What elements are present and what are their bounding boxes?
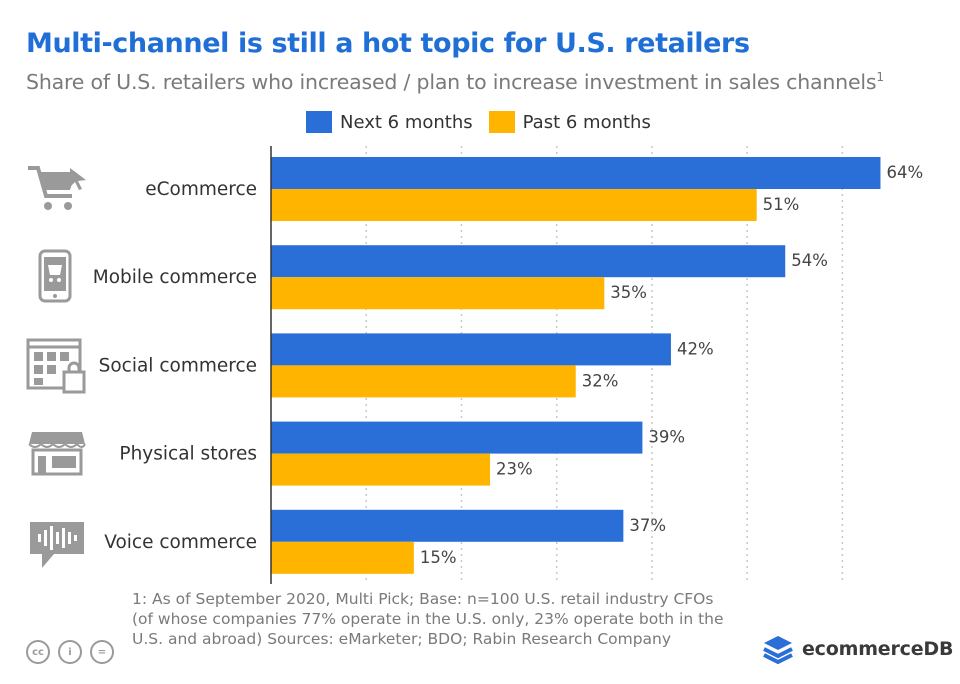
legend-label-past: Past 6 months	[522, 111, 651, 133]
brand-name: ecommerceDB	[802, 638, 954, 660]
legend-label-next: Next 6 months	[340, 111, 473, 133]
category-label: Voice commerce	[104, 532, 257, 553]
legend: Next 6 months Past 6 months	[306, 111, 667, 133]
chart-subtitle: Share of U.S. retailers who increased / …	[26, 70, 884, 94]
bar	[271, 189, 757, 221]
voice-bubble-icon	[30, 522, 84, 568]
category-label: Social commerce	[99, 355, 257, 376]
legend-swatch-past	[488, 111, 515, 133]
data-label: 54%	[791, 251, 828, 270]
data-label: 51%	[763, 195, 800, 214]
data-label: 39%	[648, 428, 685, 447]
attribution-icon[interactable]: i	[58, 640, 82, 664]
bar	[271, 421, 643, 454]
license-icons: cc i =	[26, 640, 122, 664]
footnote: 1: As of September 2020, Multi Pick; Bas…	[132, 590, 724, 648]
data-label: 23%	[496, 460, 533, 479]
shopping-cart-icon	[28, 166, 86, 210]
bar	[271, 245, 786, 278]
creative-commons-icon[interactable]: cc	[26, 640, 50, 664]
data-label: 37%	[629, 516, 666, 535]
bar	[271, 541, 414, 574]
category-label: Mobile commerce	[93, 267, 257, 288]
legend-item-next: Next 6 months	[306, 111, 473, 133]
no-derivatives-icon[interactable]: =	[90, 640, 114, 664]
data-label: 42%	[677, 339, 714, 358]
subtitle-text: Share of U.S. retailers who increased / …	[26, 70, 877, 94]
subtitle-footnote-marker: 1	[876, 70, 884, 85]
category-label: eCommerce	[145, 179, 257, 200]
bar	[271, 157, 881, 189]
legend-swatch-next	[306, 111, 332, 133]
bar	[271, 453, 491, 486]
bar	[271, 365, 576, 398]
data-label: 15%	[420, 548, 457, 567]
bar	[271, 277, 605, 310]
storefront-icon	[28, 432, 86, 476]
brand-logo[interactable]: ecommerceDB	[762, 634, 953, 664]
bar	[271, 333, 671, 366]
data-label: 35%	[610, 283, 647, 302]
data-label: 64%	[886, 163, 923, 182]
legend-item-past: Past 6 months	[488, 111, 651, 133]
category-label: Physical stores	[119, 444, 257, 465]
social-grid-icon	[26, 338, 86, 394]
bar	[271, 509, 624, 542]
mobile-phone-icon	[38, 249, 72, 303]
data-label: 32%	[582, 371, 619, 390]
chart-title: Multi-channel is still a hot topic for U…	[26, 28, 750, 59]
ecommercedb-logo-icon	[763, 636, 793, 664]
